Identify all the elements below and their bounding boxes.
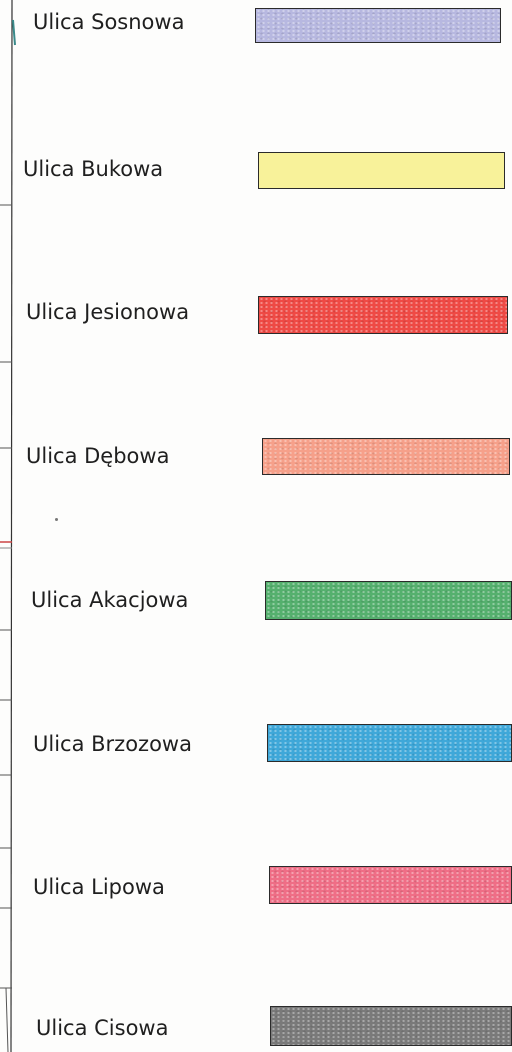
legend-label-lipowa: Ulica Lipowa bbox=[33, 875, 165, 899]
legend-label-sosnowa: Ulica Sosnowa bbox=[33, 10, 185, 34]
legend-swatch-bukowa bbox=[258, 152, 505, 189]
legend-swatch-sosnowa bbox=[255, 8, 501, 43]
map-edge-lines bbox=[0, 0, 16, 1052]
legend-label-brzozowa: Ulica Brzozowa bbox=[33, 732, 192, 756]
legend-label-akacjowa: Ulica Akacjowa bbox=[31, 588, 189, 612]
legend-label-debowa: Ulica Dębowa bbox=[26, 444, 170, 468]
legend-swatch-brzozowa bbox=[267, 724, 512, 762]
legend-label-bukowa: Ulica Bukowa bbox=[23, 157, 164, 181]
paper-speck bbox=[55, 518, 58, 521]
legend-swatch-jesionowa bbox=[258, 296, 508, 334]
legend-swatch-akacjowa bbox=[265, 581, 512, 620]
legend-swatch-cisowa bbox=[270, 1006, 512, 1046]
legend-label-jesionowa: Ulica Jesionowa bbox=[26, 300, 190, 324]
legend-label-cisowa: Ulica Cisowa bbox=[36, 1016, 169, 1040]
legend-swatch-debowa bbox=[262, 438, 510, 475]
legend-swatch-lipowa bbox=[269, 866, 512, 904]
